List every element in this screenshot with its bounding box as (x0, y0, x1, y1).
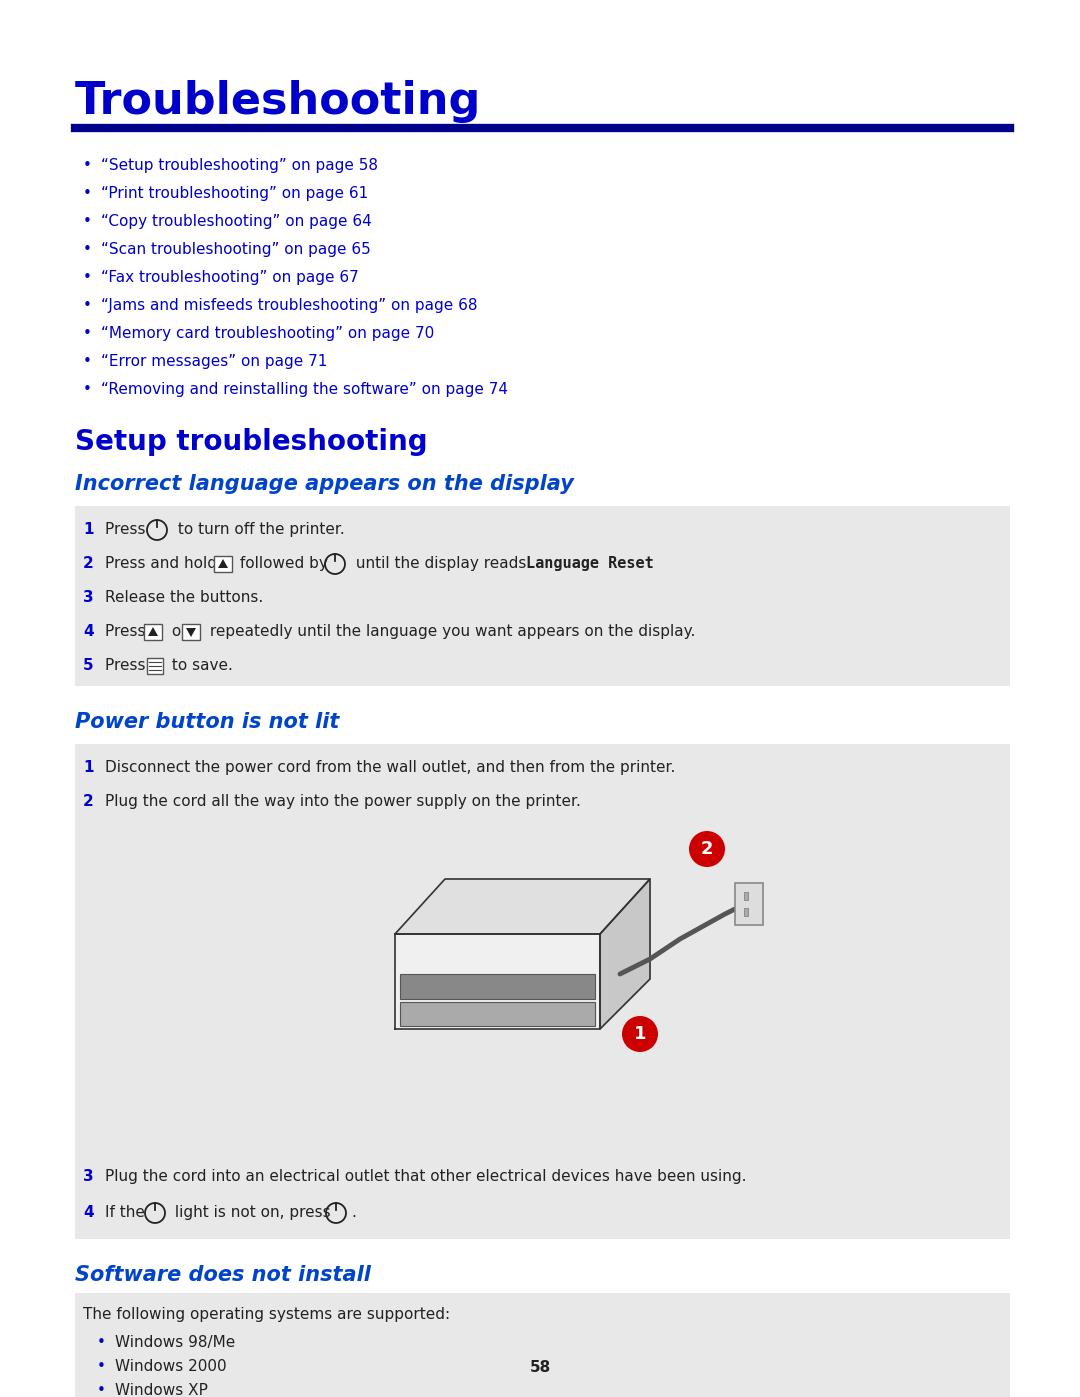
Text: “Jams and misfeeds troubleshooting” on page 68: “Jams and misfeeds troubleshooting” on p… (102, 298, 477, 313)
Text: .: . (646, 556, 651, 571)
Text: light is not on, press: light is not on, press (170, 1206, 336, 1220)
Text: •: • (97, 1359, 106, 1375)
Text: followed by: followed by (235, 556, 333, 571)
Polygon shape (148, 627, 158, 636)
Text: Troubleshooting: Troubleshooting (75, 80, 482, 123)
Text: Press and hold: Press and hold (105, 556, 221, 571)
Bar (75, 506, 1010, 686)
Text: The following operating systems are supported:: The following operating systems are supp… (83, 1308, 450, 1322)
Bar (214, 556, 232, 571)
Text: •: • (83, 298, 92, 313)
Text: •: • (83, 353, 92, 369)
Text: Press: Press (105, 658, 150, 673)
Text: “Print troubleshooting” on page 61: “Print troubleshooting” on page 61 (102, 186, 368, 201)
Circle shape (689, 831, 725, 868)
Bar (400, 1002, 595, 1025)
Text: or: or (167, 624, 192, 638)
Bar (744, 908, 748, 916)
Polygon shape (600, 879, 650, 1030)
Text: until the display reads: until the display reads (351, 556, 531, 571)
Text: to turn off the printer.: to turn off the printer. (173, 522, 345, 536)
Text: Incorrect language appears on the display: Incorrect language appears on the displa… (75, 474, 573, 495)
Bar (735, 883, 762, 925)
Text: “Fax troubleshooting” on page 67: “Fax troubleshooting” on page 67 (102, 270, 359, 285)
Text: 1: 1 (83, 522, 94, 536)
Text: Release the buttons.: Release the buttons. (105, 590, 264, 605)
Text: “Setup troubleshooting” on page 58: “Setup troubleshooting” on page 58 (102, 158, 378, 173)
Text: 2: 2 (701, 840, 713, 858)
Polygon shape (218, 559, 228, 569)
Text: 3: 3 (83, 1169, 94, 1185)
Text: •: • (83, 158, 92, 173)
Text: 3: 3 (83, 590, 94, 605)
Text: “Removing and reinstalling the software” on page 74: “Removing and reinstalling the software”… (102, 381, 508, 397)
Bar (400, 974, 595, 999)
Text: to save.: to save. (167, 658, 233, 673)
Text: “Copy troubleshooting” on page 64: “Copy troubleshooting” on page 64 (102, 214, 372, 229)
Bar (147, 658, 163, 673)
Text: 4: 4 (83, 1206, 94, 1220)
Text: Press: Press (105, 522, 150, 536)
Text: 4: 4 (83, 624, 94, 638)
Text: Power button is not lit: Power button is not lit (75, 712, 339, 732)
Text: Plug the cord all the way into the power supply on the printer.: Plug the cord all the way into the power… (105, 793, 581, 809)
Bar (183, 624, 200, 640)
Text: •: • (83, 186, 92, 201)
Polygon shape (186, 629, 195, 637)
Bar (144, 624, 162, 640)
Text: •: • (83, 214, 92, 229)
Text: •: • (83, 381, 92, 397)
Bar (744, 893, 748, 900)
Polygon shape (395, 879, 650, 935)
Text: If the: If the (105, 1206, 150, 1220)
Text: Plug the cord into an electrical outlet that other electrical devices have been : Plug the cord into an electrical outlet … (105, 1169, 746, 1185)
Text: 2: 2 (83, 556, 94, 571)
Text: •: • (97, 1336, 106, 1350)
Text: •: • (83, 326, 92, 341)
Bar (75, 1294, 1010, 1397)
Text: Language Reset: Language Reset (526, 556, 653, 571)
Text: “Scan troubleshooting” on page 65: “Scan troubleshooting” on page 65 (102, 242, 370, 257)
Text: Press: Press (105, 624, 150, 638)
Text: •: • (97, 1383, 106, 1397)
Text: Windows XP: Windows XP (114, 1383, 207, 1397)
Bar (75, 745, 1010, 1239)
Text: .: . (351, 1206, 356, 1220)
Text: •: • (83, 270, 92, 285)
Text: Disconnect the power cord from the wall outlet, and then from the printer.: Disconnect the power cord from the wall … (105, 760, 675, 775)
Text: •: • (83, 242, 92, 257)
Text: 58: 58 (529, 1361, 551, 1375)
Text: Software does not install: Software does not install (75, 1266, 370, 1285)
Text: Windows 2000: Windows 2000 (114, 1359, 227, 1375)
Polygon shape (395, 935, 600, 1030)
Text: Windows 98/Me: Windows 98/Me (114, 1336, 235, 1350)
Text: Setup troubleshooting: Setup troubleshooting (75, 427, 428, 455)
Circle shape (622, 1016, 658, 1052)
Text: repeatedly until the language you want appears on the display.: repeatedly until the language you want a… (205, 624, 696, 638)
Text: “Memory card troubleshooting” on page 70: “Memory card troubleshooting” on page 70 (102, 326, 434, 341)
Text: 1: 1 (83, 760, 94, 775)
Text: 1: 1 (634, 1025, 646, 1044)
Bar (75, 745, 1010, 1144)
Text: “Error messages” on page 71: “Error messages” on page 71 (102, 353, 327, 369)
Text: 5: 5 (83, 658, 94, 673)
Text: 2: 2 (83, 793, 94, 809)
